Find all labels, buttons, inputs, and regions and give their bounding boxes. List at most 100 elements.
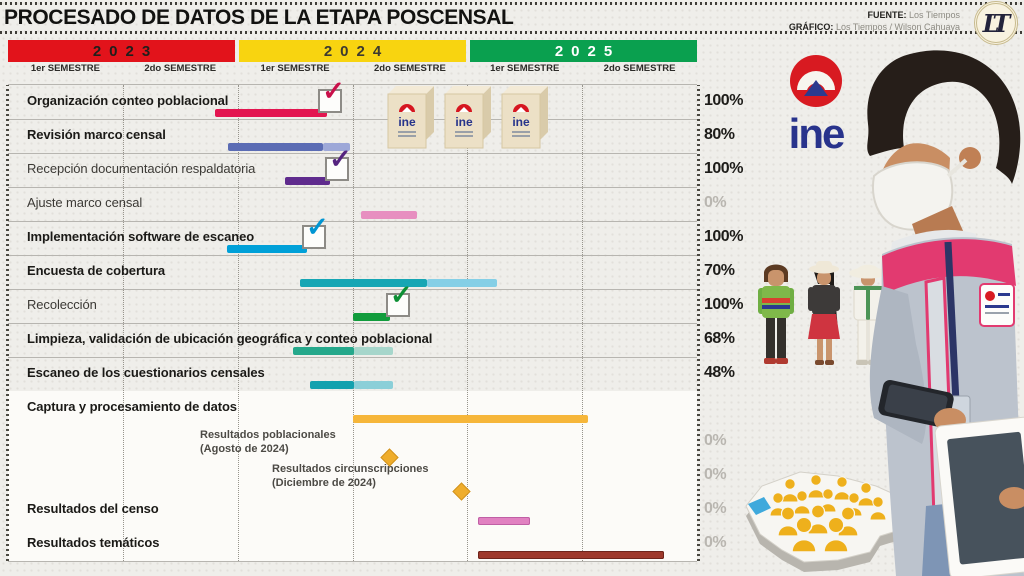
progress-value: 0%	[704, 194, 727, 211]
ballot-box: ine	[443, 86, 493, 155]
task-bar	[322, 143, 351, 151]
task-label: Recepción documentación respaldatoria	[27, 161, 256, 176]
check-icon: ✓	[389, 280, 413, 310]
progress-value: 0%	[704, 466, 727, 483]
bolivia-map-illustration	[745, 471, 917, 572]
figure-pollera-woman	[808, 261, 840, 365]
milestone-sublabel: (Agosto de 2024)	[200, 443, 289, 455]
ballot-boxes-illustration: ine ine ine	[386, 86, 550, 155]
chart-top-rule	[8, 84, 697, 85]
checkbox	[318, 89, 343, 113]
task-label: Organización conteo poblacional	[27, 93, 229, 108]
task-bar	[427, 279, 498, 287]
tablet	[934, 416, 1024, 576]
task-bar	[352, 313, 391, 321]
smartphone	[878, 380, 954, 428]
hair	[867, 50, 1021, 184]
task-label: Resultados del censo	[27, 501, 159, 516]
semester-label: 1er SEMESTRE	[30, 63, 100, 74]
task-bar	[227, 245, 307, 253]
task-bar	[299, 279, 428, 287]
year-bands: 2023 2024 2025	[8, 40, 697, 62]
semester-gridline	[467, 85, 469, 561]
task-label: Limpieza, validación de ubicación geográ…	[27, 331, 433, 346]
svg-text:ine: ine	[398, 115, 416, 129]
progress-value: 100%	[704, 296, 743, 313]
task-bar	[353, 347, 393, 355]
ballot-box-icon: ine	[387, 86, 434, 149]
ballot-box-icon: ine	[444, 86, 491, 149]
year-band: 2025	[470, 40, 697, 62]
semester-label: 2do SEMESTRE	[603, 63, 676, 74]
chart-right-border	[697, 85, 700, 561]
progress-value: 100%	[704, 160, 743, 177]
task-bar	[214, 109, 328, 117]
checkbox	[325, 157, 350, 181]
mask-strap	[946, 158, 968, 178]
task-bar	[228, 143, 323, 151]
title-dotted-rule	[0, 31, 1024, 34]
ine-logo-text: ine	[788, 110, 846, 157]
top-dotted-rule	[0, 2, 1024, 5]
progress-value: 100%	[704, 228, 743, 245]
credit-line: GRÁFICO: Los Tiempos / Wilson Cahuaya	[789, 21, 960, 33]
ine-logo: ine	[768, 54, 864, 157]
credits: FUENTE: Los Tiempos GRÁFICO: Los Tiempos…	[789, 9, 960, 33]
lanyard	[944, 241, 960, 403]
ine-logo-icon	[790, 55, 842, 107]
semester-label: 2do SEMESTRE	[374, 63, 446, 74]
semester-labels: 1er SEMESTRE 2do SEMESTRE 1er SEMESTRE 2do …	[8, 63, 697, 80]
semester-gridline	[122, 85, 124, 561]
progress-value: 0%	[704, 534, 727, 551]
task-label: Captura y procesamiento de datos	[27, 399, 237, 414]
progress-value: 80%	[704, 126, 735, 143]
figure-poncho-man	[758, 264, 794, 364]
lake-titicaca	[748, 497, 771, 515]
milestone-sublabel: (Diciembre de 2024)	[272, 477, 376, 489]
credit-value: Los Tiempos / Wilson Cahuaya	[835, 22, 960, 32]
task-label: Recolección	[27, 297, 97, 312]
hand-right	[999, 487, 1024, 509]
task-bar	[477, 551, 664, 559]
progress-value: 48%	[704, 364, 735, 381]
check-icon: ✓	[322, 76, 345, 106]
svg-text:ine: ine	[455, 115, 473, 129]
task-bar	[352, 415, 588, 423]
source-line: FUENTE: Los Tiempos	[789, 9, 960, 21]
page-title: PROCESADO DE DATOS DE LA ETAPA POSCENSAL	[4, 6, 514, 29]
progress-value: 70%	[704, 262, 735, 279]
credit-label: GRÁFICO:	[788, 22, 834, 32]
checkbox	[302, 225, 327, 249]
vest-badge	[979, 283, 1015, 327]
semester-gridline	[352, 85, 354, 561]
traditional-figures-illustration	[758, 261, 887, 365]
progress-value: 0%	[704, 500, 727, 517]
source-value: Los Tiempos	[908, 10, 960, 20]
task-label: Revisión marco censal	[27, 127, 166, 142]
task-label: Encuesta de cobertura	[27, 263, 166, 278]
semester-label: 2do SEMESTRE	[144, 63, 217, 74]
task-bar	[292, 347, 354, 355]
check-icon: ✓	[329, 144, 352, 174]
year-band: 2023	[8, 40, 235, 62]
semester-gridline	[237, 85, 239, 561]
semester-label: 1er SEMESTRE	[490, 63, 560, 74]
task-label: Implementación software de escaneo	[27, 229, 255, 244]
task-bar	[353, 381, 393, 389]
milestone-label: Resultados circunscripciones	[272, 463, 429, 475]
svg-text:ine: ine	[512, 115, 530, 129]
progress-value: 100%	[704, 92, 743, 109]
newspaper-logo-text: LT	[982, 8, 1011, 38]
ballot-box: ine	[386, 86, 436, 155]
task-bar	[310, 381, 354, 389]
task-label: Resultados temáticos	[27, 535, 160, 550]
newspaper-logo: LT	[974, 1, 1018, 45]
checkbox	[385, 293, 410, 317]
progress-value: 0%	[704, 432, 727, 449]
semester-label: 1er SEMESTRE	[260, 63, 330, 74]
task-bar	[477, 517, 531, 525]
chart-left-border	[6, 85, 9, 561]
task-bar	[360, 211, 417, 219]
progress-value: 68%	[704, 330, 735, 347]
